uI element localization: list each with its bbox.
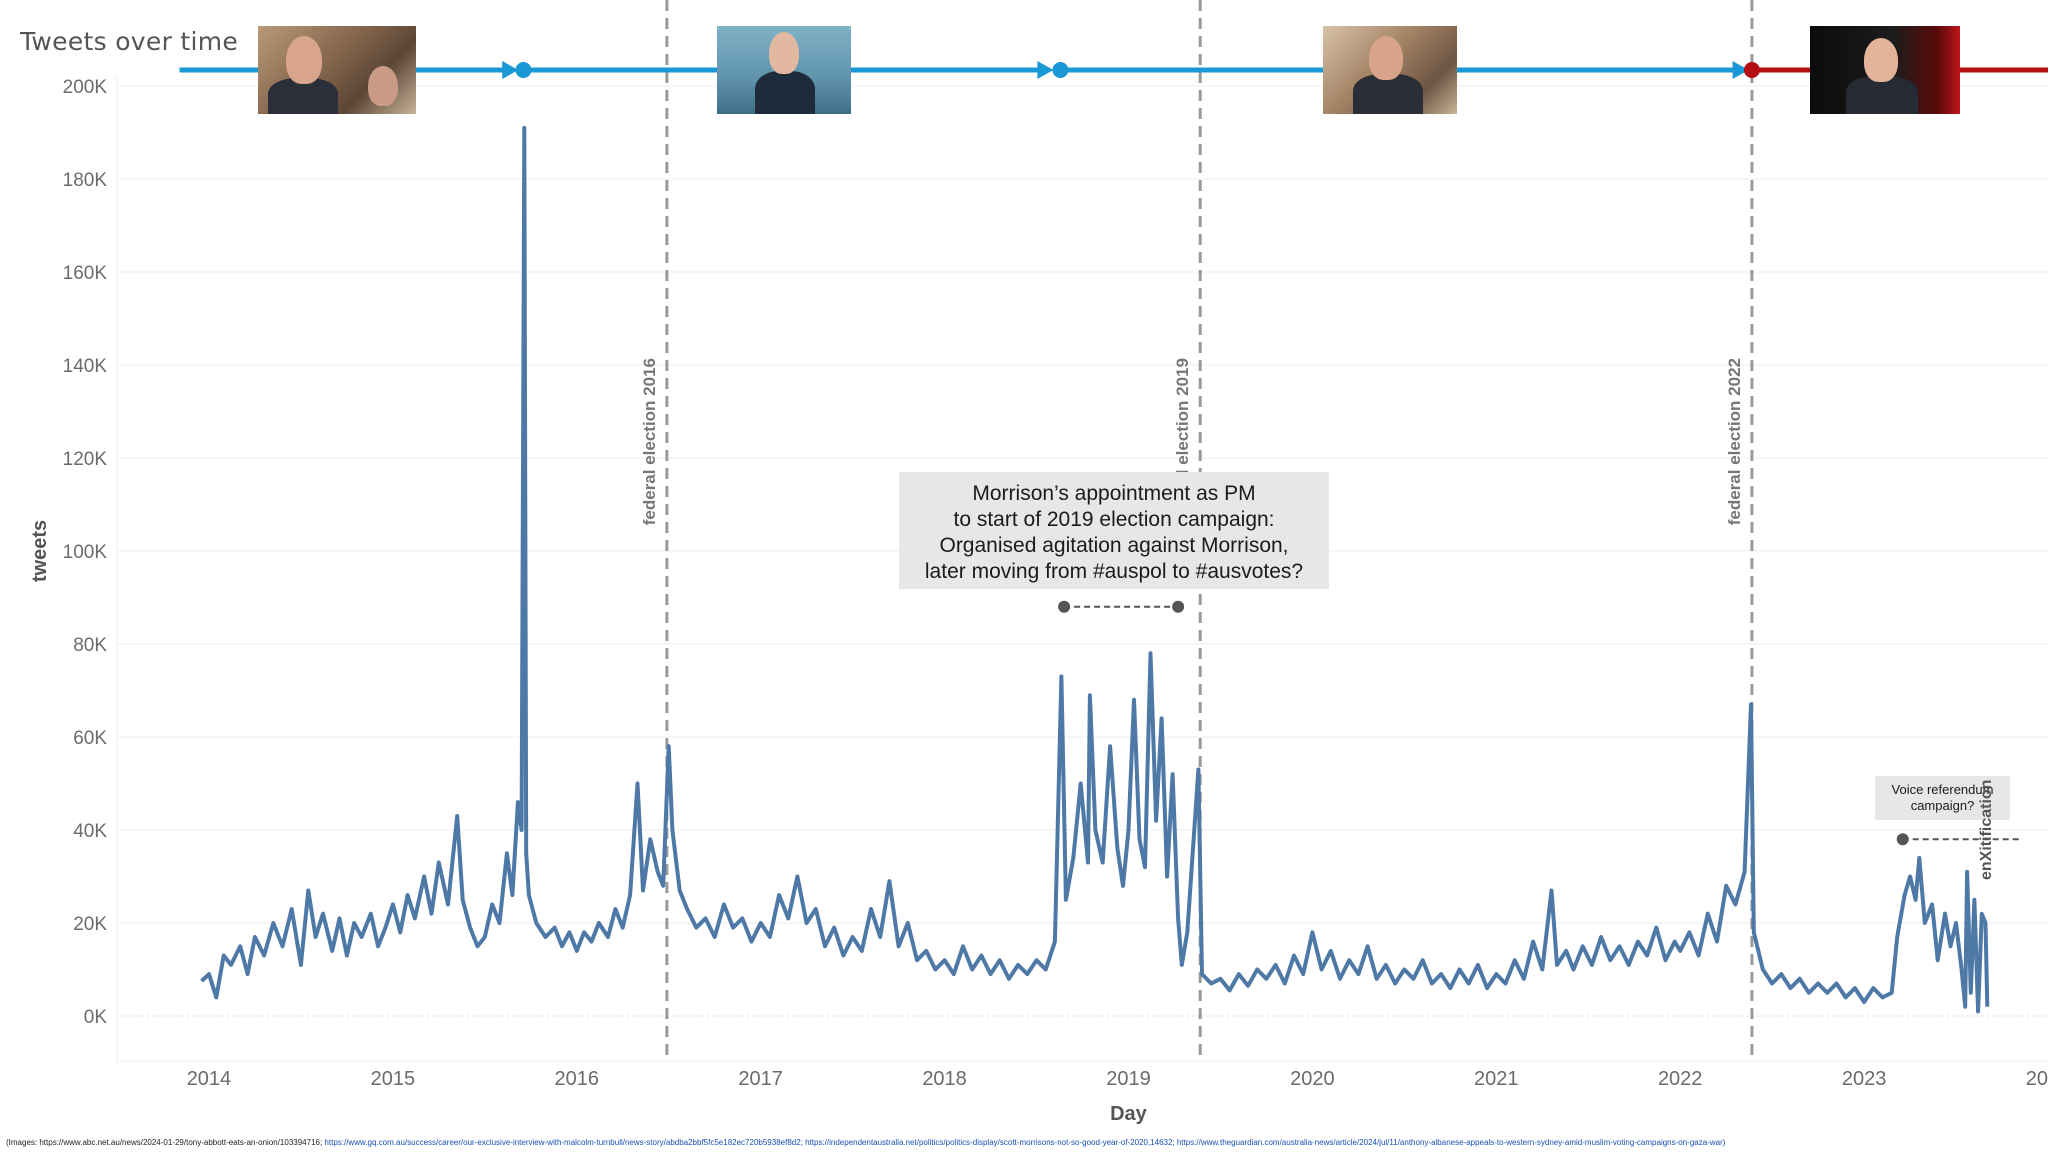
chart-title: Tweets over time <box>20 27 239 56</box>
y-tick-label: 180K <box>63 170 108 191</box>
annotation-voice-line-1: Voice referendum <box>1891 782 1994 797</box>
x-tick-label: 2022 <box>1658 1068 1703 1090</box>
x-tick-label: 2021 <box>1474 1068 1519 1090</box>
x-tick-label: 2024 <box>2026 1068 2048 1090</box>
annotation-markers <box>1058 600 2021 846</box>
election-line-label: federal election 2022 <box>1725 358 1744 525</box>
annotation-range-start <box>1058 600 1071 613</box>
x-tick-label: 2018 <box>922 1068 967 1090</box>
annotation-morrison-line-2: to start of 2019 election campaign: <box>953 508 1275 531</box>
x-tick-label: 2020 <box>1290 1068 1335 1090</box>
annotation-morrison-line-3: Organised agitation against Morrison, <box>939 534 1289 557</box>
y-tick-label: 60K <box>73 728 107 749</box>
axes: 0K 20K 40K 60K 80K 100K 120K 140K 160K 180K 200K 20… <box>29 76 2048 1125</box>
pm-photo-morrison <box>1323 26 1457 114</box>
sources-links[interactable]: https://www.gq.com.au/success/career/our… <box>324 1138 1726 1147</box>
timeline-arrowhead <box>1732 61 1749 79</box>
y-tick-label: 80K <box>73 635 107 656</box>
series-tweets <box>200 125 1990 1014</box>
x-tick-label: 2016 <box>555 1068 600 1090</box>
x-tick-label: 2017 <box>738 1068 783 1090</box>
annotation-morrison-line-1: Morrison’s appointment as PM <box>972 482 1256 505</box>
pm-photo-abbott <box>258 26 416 114</box>
timeline-arrowhead <box>502 61 519 79</box>
timeline-start-dot <box>515 62 532 78</box>
x-tick-label: 2014 <box>187 1068 232 1090</box>
x-tick-label: 2019 <box>1106 1068 1151 1090</box>
x-tick-label: 2023 <box>1842 1068 1887 1090</box>
timeline-start-dot <box>1743 62 1760 78</box>
annotation-morrison: Morrison’s appointment as PM to start of… <box>899 472 1329 589</box>
x-tick-label: 2015 <box>371 1068 416 1090</box>
y-tick-label: 140K <box>63 356 108 377</box>
pm-photo-albanese <box>1810 26 1960 114</box>
annotation-range-start <box>1896 833 1909 846</box>
image-sources: (Images: https://www.abc.net.au/news/202… <box>6 1138 1725 1147</box>
pm-photo-turnbull <box>717 26 851 114</box>
y-tick-label: 100K <box>63 542 108 563</box>
y-tick-label: 0K <box>84 1007 108 1028</box>
annotation-voice: Voice referendum campaign? <box>1875 776 2010 820</box>
x-axis-label: Day <box>1110 1103 1148 1125</box>
timeline-arrowhead <box>1037 61 1054 79</box>
election-line-label: federal election 2016 <box>640 358 659 525</box>
pm-timeline <box>179 61 2048 79</box>
brand-watermark: enXitification <box>1978 779 1995 880</box>
y-tick-label: 20K <box>73 914 107 935</box>
sources-prefix: (Images: https://www.abc.net.au/news/202… <box>6 1138 325 1147</box>
annotation-range-end <box>1172 600 1185 613</box>
y-tick-label: 40K <box>73 821 107 842</box>
annotation-voice-line-2: campaign? <box>1910 798 1975 813</box>
annotation-morrison-line-4: later moving from #auspol to #ausvotes? <box>924 560 1304 583</box>
y-tick-label: 160K <box>63 263 108 284</box>
y-tick-label: 200K <box>63 77 108 98</box>
y-axis-label: tweets <box>29 520 51 582</box>
gridlines <box>117 85 2048 1017</box>
timeline-start-dot <box>1052 62 1069 78</box>
y-tick-label: 120K <box>63 449 108 470</box>
series-layer <box>200 125 1990 1014</box>
